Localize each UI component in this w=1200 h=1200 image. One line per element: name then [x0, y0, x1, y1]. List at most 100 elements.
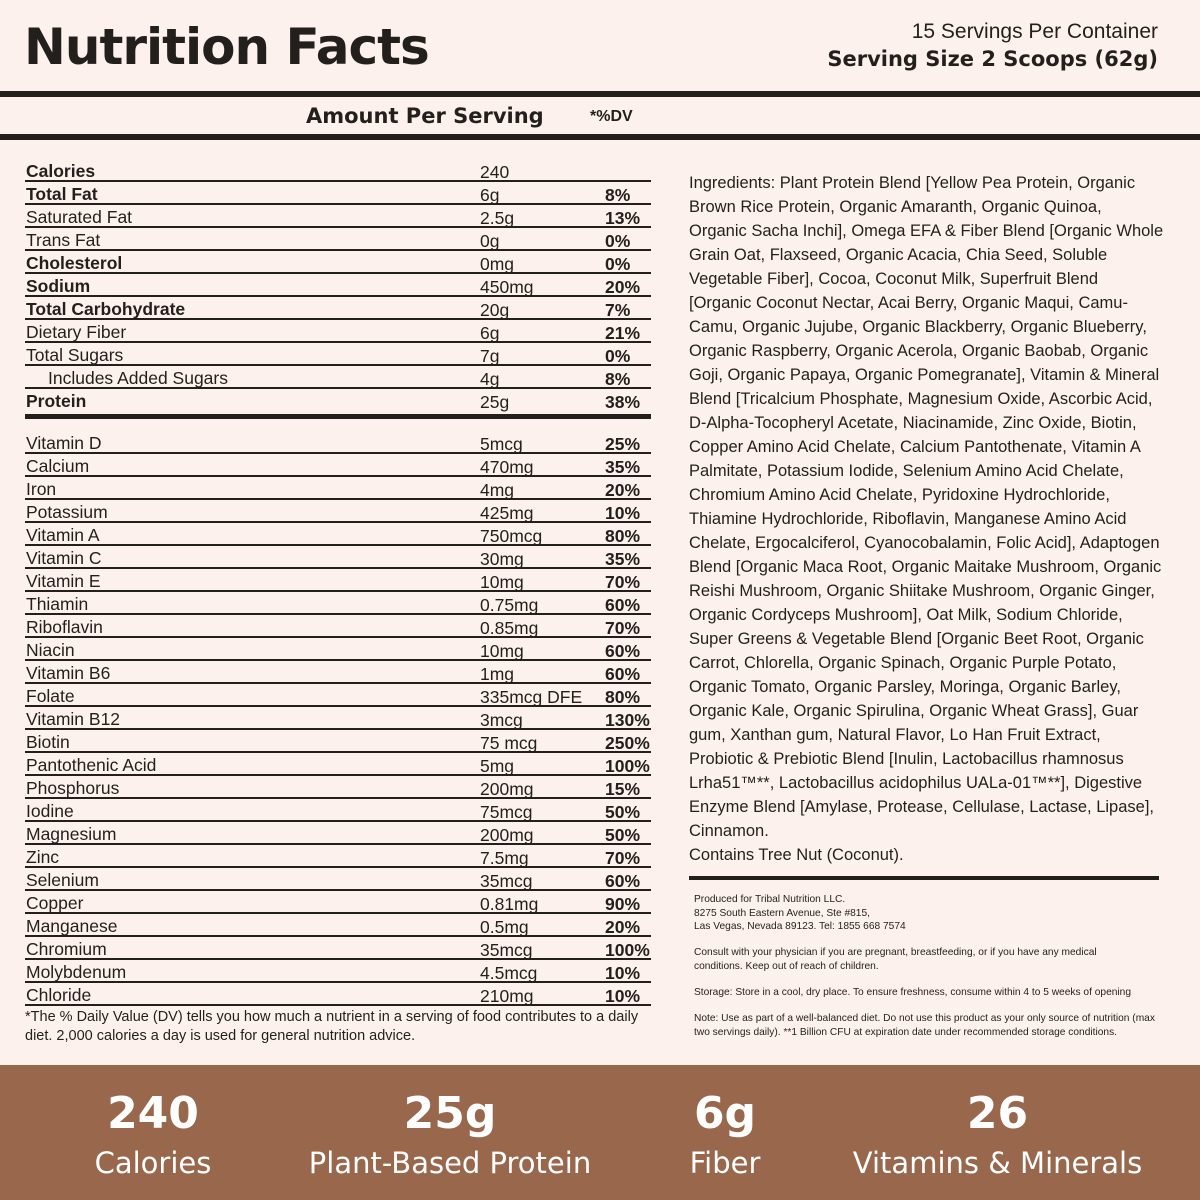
nutrient-row: Biotin 75 mcg 250%	[25, 730, 651, 753]
nutrient-dv: 8%	[605, 369, 631, 389]
nutrient-dv: 20%	[605, 917, 641, 937]
highlight-label: Vitamins & Minerals	[852, 1146, 1143, 1180]
nutrient-name: Total Sugars	[26, 345, 124, 365]
nutrient-name: Manganese	[26, 916, 118, 936]
nutrient-row: Total Sugars 7g 0%	[25, 343, 651, 366]
nutrient-dv: 80%	[605, 526, 641, 546]
micros-table: Vitamin D 5mcg 25% Calcium 470mg 35% Iron 4mg 20…	[25, 431, 651, 1006]
nutrient-amount: 750mcg	[480, 526, 543, 546]
nutrient-dv: 50%	[605, 825, 641, 845]
nutrient-dv: 0%	[605, 231, 631, 251]
nutrient-name: Niacin	[26, 640, 75, 660]
divider	[689, 876, 1159, 880]
nutrient-dv: 70%	[605, 618, 641, 638]
highlight-label: Calories	[94, 1146, 212, 1180]
nutrient-dv: 25%	[605, 434, 641, 454]
nutrient-dv: 21%	[605, 323, 641, 343]
nutrient-row: Sodium 450mg 20%	[25, 274, 651, 297]
highlight-fiber: 6g Fiber	[660, 1087, 790, 1185]
ingredients: Ingredients: Plant Protein Blend [Yellow…	[689, 171, 1164, 867]
nutrient-amount: 10mg	[480, 572, 524, 592]
nutrient-amount: 20g	[480, 300, 510, 320]
highlight-calories: 240 Calories	[63, 1087, 243, 1185]
nutrient-amount: 210mg	[480, 986, 534, 1006]
dv-header: *%DV	[590, 108, 633, 125]
nutrient-row: Selenium 35mcg 60%	[25, 868, 651, 891]
nutrient-row: Vitamin A 750mcg 80%	[25, 523, 651, 546]
nutrient-name: Phosphorus	[26, 778, 120, 798]
page-title: Nutrition Facts	[24, 18, 430, 76]
nutrient-name: Calories	[26, 161, 96, 181]
nutrient-row: Dietary Fiber 6g 21%	[25, 320, 651, 343]
nutrient-dv: 0%	[605, 346, 631, 366]
nutrient-dv: 100%	[605, 940, 650, 960]
producer-line: Las Vegas, Nevada 89123. Tel: 1855 668 7…	[694, 921, 906, 932]
nutrient-name: Vitamin B6	[26, 663, 111, 683]
nutrient-name: Biotin	[26, 732, 70, 752]
nutrient-dv: 20%	[605, 277, 641, 297]
dv-footnote: *The % Daily Value (DV) tells you how mu…	[25, 1009, 639, 1044]
nutrient-row: Vitamin D 5mcg 25%	[25, 431, 651, 454]
nutrient-name: Total Fat	[26, 184, 98, 204]
nutrient-dv: 100%	[605, 756, 650, 776]
nutrient-name: Includes Added Sugars	[48, 368, 228, 388]
nutrient-name: Chromium	[26, 939, 107, 959]
producer-info: Produced for Tribal Nutrition LLC. 8275 …	[694, 893, 1174, 934]
nutrient-amount: 35mcg	[480, 871, 533, 891]
nutrient-dv: 250%	[605, 733, 650, 753]
nutrient-dv: 60%	[605, 641, 641, 661]
nutrient-row: Includes Added Sugars 4g 8%	[25, 366, 651, 389]
nutrient-name: Total Carbohydrate	[26, 299, 186, 319]
nutrient-name: Potassium	[26, 502, 108, 522]
nutrient-row: Magnesium 200mg 50%	[25, 822, 651, 845]
producer-line: Produced for Tribal Nutrition LLC.	[694, 894, 846, 905]
highlight-value: 26	[966, 1088, 1029, 1139]
nutrient-amount: 200mg	[480, 779, 534, 799]
highlight-protein: 25g Plant-Based Protein	[280, 1087, 620, 1185]
nutrient-dv: 0%	[605, 254, 631, 274]
nutrient-row: Cholesterol 0mg 0%	[25, 251, 651, 274]
nutrient-name: Folate	[26, 686, 75, 706]
divider	[25, 414, 651, 419]
nutrient-row: Vitamin B12 3mcg 130%	[25, 707, 651, 730]
nutrient-row: Phosphorus 200mg 15%	[25, 776, 651, 799]
nutrient-row: Riboflavin 0.85mg 70%	[25, 615, 651, 638]
nutrient-name: Selenium	[26, 870, 99, 890]
nutrient-name: Protein	[26, 391, 87, 411]
highlight-vitamins: 26 Vitamins & Minerals	[830, 1087, 1165, 1185]
nutrient-amount: 4mg	[480, 480, 515, 500]
nutrient-name: Pantothenic Acid	[26, 755, 157, 775]
highlight-value: 25g	[403, 1088, 497, 1139]
nutrient-dv: 10%	[605, 503, 641, 523]
nutrient-dv: 80%	[605, 687, 641, 707]
nutrient-amount: 4g	[480, 369, 500, 389]
nutrient-dv: 7%	[605, 300, 631, 320]
nutrient-row: Molybdenum 4.5mcg 10%	[25, 960, 651, 983]
nutrient-amount: 425mg	[480, 503, 534, 523]
nutrient-amount: 335mcg DFE	[480, 687, 583, 707]
macros-table: Calories 240 Total Fat 6g 8% Saturated Fat 2.5…	[25, 159, 651, 412]
nutrient-amount: 7g	[480, 346, 500, 366]
nutrient-dv: 60%	[605, 664, 641, 684]
nutrient-name: Dietary Fiber	[26, 322, 127, 342]
nutrient-row: Trans Fat 0g 0%	[25, 228, 651, 251]
nutrient-amount: 5mg	[480, 756, 515, 776]
divider	[0, 91, 1200, 97]
nutrient-name: Iodine	[26, 801, 74, 821]
producer-line: 8275 South Eastern Avenue, Ste #815,	[694, 907, 870, 919]
nutrient-row: Vitamin B6 1mg 60%	[25, 661, 651, 684]
nutrient-amount: 1mg	[480, 664, 515, 684]
nutrient-amount: 7.5mg	[480, 848, 529, 868]
nutrient-row: Calcium 470mg 35%	[25, 454, 651, 477]
nutrient-dv: 90%	[605, 894, 641, 914]
nutrient-dv: 130%	[605, 710, 650, 730]
nutrient-amount: 240	[480, 162, 510, 182]
nutrient-row: Total Carbohydrate 20g 7%	[25, 297, 651, 320]
nutrient-amount: 4.5mcg	[480, 963, 538, 983]
nutrient-amount: 0mg	[480, 254, 515, 274]
nutrient-row: Thiamin 0.75mg 60%	[25, 592, 651, 615]
nutrient-name: Vitamin C	[26, 548, 102, 568]
nutrient-row: Zinc 7.5mg 70%	[25, 845, 651, 868]
nutrient-dv: 50%	[605, 802, 641, 822]
amount-header: Amount Per Serving	[306, 104, 544, 128]
